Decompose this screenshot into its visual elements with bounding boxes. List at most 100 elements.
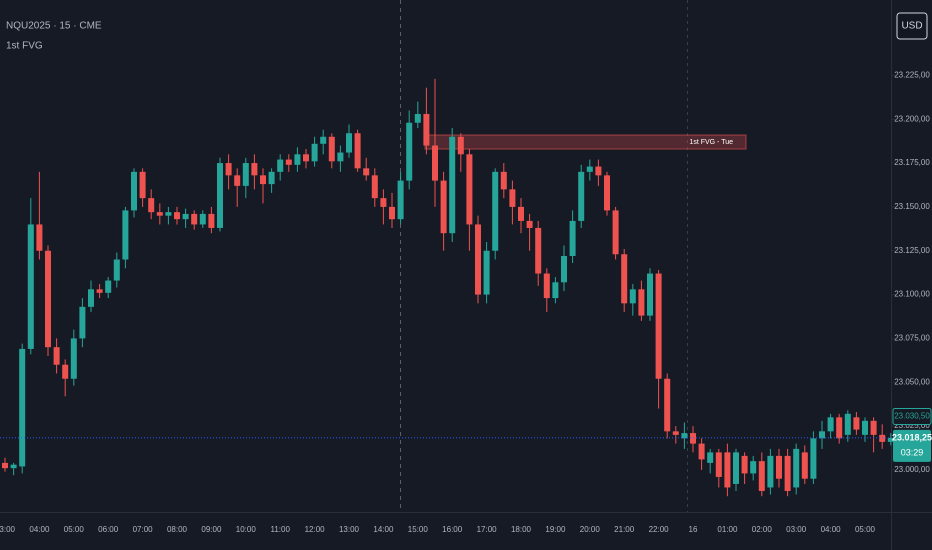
candle-body xyxy=(612,210,619,255)
candle-body xyxy=(543,273,550,299)
candle-body xyxy=(251,163,258,176)
candle-body xyxy=(260,175,266,185)
candle-body xyxy=(397,180,404,220)
last-price-label: 23.018,25 xyxy=(892,432,932,442)
candle-body xyxy=(595,166,602,176)
x-tick-label: 07:00 xyxy=(133,525,154,534)
plot-area: 1st FVG - Tue xyxy=(2,78,894,497)
candle-body xyxy=(638,289,645,316)
candle-body xyxy=(96,289,103,293)
candle-body xyxy=(53,347,60,365)
candle-body xyxy=(380,198,387,207)
x-tick-label: 13:00 xyxy=(339,525,360,534)
candle-body xyxy=(62,364,69,379)
candle-body xyxy=(552,282,559,299)
candle-body xyxy=(836,417,843,439)
candle-body xyxy=(801,452,808,479)
x-tick-label: 22:00 xyxy=(649,525,670,534)
candle-body xyxy=(569,220,576,256)
y-tick-label: 23.050,00 xyxy=(894,377,930,386)
candle-body xyxy=(784,455,791,491)
x-tick-label: 14:00 xyxy=(373,525,394,534)
y-tick-label: 23.025,00 xyxy=(894,421,930,430)
candle-body xyxy=(862,420,868,435)
candle-body xyxy=(225,163,232,176)
y-tick-label: 23.075,00 xyxy=(894,334,930,343)
candle-body xyxy=(681,433,688,439)
candle-body xyxy=(707,452,714,463)
candle-body xyxy=(182,213,189,220)
candle-body xyxy=(303,154,309,162)
currency-button[interactable] xyxy=(896,12,928,40)
candle-body xyxy=(208,213,215,228)
x-tick-label: 20:00 xyxy=(580,525,601,534)
candle-body xyxy=(535,227,542,274)
candle-body xyxy=(70,338,77,379)
x-tick-label: 04:00 xyxy=(821,525,842,534)
x-tick-label: 19:00 xyxy=(545,525,566,534)
x-tick-label: 03:00 xyxy=(0,525,16,534)
candle-body xyxy=(311,143,318,162)
x-tick-label: 08:00 xyxy=(167,525,188,534)
candle-body xyxy=(79,306,86,339)
candle-body xyxy=(337,152,344,162)
candle-body xyxy=(191,213,198,225)
candle-body xyxy=(268,171,275,185)
candle-body xyxy=(724,452,731,488)
marker-price-badge xyxy=(892,407,932,425)
candle-body xyxy=(217,163,223,228)
candle-body xyxy=(36,224,43,251)
y-tick-label: 23.100,00 xyxy=(894,290,930,299)
x-tick-label: 05:00 xyxy=(855,525,876,534)
candle-body xyxy=(131,171,137,211)
candle-body xyxy=(423,113,430,146)
candle-body xyxy=(621,254,628,304)
candle-body xyxy=(492,171,499,251)
candle-body xyxy=(156,212,163,216)
candle-body xyxy=(122,210,129,260)
x-tick-label: 18:00 xyxy=(511,525,532,534)
y-tick-label: 23.225,00 xyxy=(894,71,930,80)
x-tick-label: 03:00 xyxy=(786,525,807,534)
candle-body xyxy=(655,273,662,379)
indicator-name: 1st FVG xyxy=(6,41,43,52)
candle-body xyxy=(664,378,671,432)
candle-body xyxy=(19,348,26,467)
candle-body xyxy=(406,122,413,181)
chart-title: NQU2025 · 15 · CME xyxy=(6,21,102,32)
x-tick-label: 01:00 xyxy=(717,525,738,534)
x-tick-label: 05:00 xyxy=(64,525,85,534)
candle-body xyxy=(148,198,155,213)
x-tick-label: 04:00 xyxy=(29,525,50,534)
x-tick-label: 06:00 xyxy=(98,525,119,534)
candle-body xyxy=(27,224,34,349)
candle-body xyxy=(277,159,284,172)
x-tick-label: 02:00 xyxy=(752,525,773,534)
candle-body xyxy=(698,443,705,460)
currency-label[interactable]: USD xyxy=(901,21,922,32)
x-tick-label: 09:00 xyxy=(201,525,222,534)
candle-body xyxy=(586,166,593,172)
candle-body xyxy=(750,461,757,474)
candle-body xyxy=(741,455,748,474)
candle-body xyxy=(475,224,481,295)
candle-body xyxy=(561,256,567,283)
candle-body xyxy=(45,250,51,348)
candle-body xyxy=(457,136,464,155)
candle-body xyxy=(440,180,447,234)
candle-body xyxy=(629,289,636,304)
candle-body xyxy=(672,431,679,435)
x-tick-label: 10:00 xyxy=(236,525,257,534)
candle-body xyxy=(604,175,610,211)
candle-body xyxy=(810,438,817,479)
candle-body xyxy=(432,145,438,181)
candle-body xyxy=(853,417,860,430)
candle-body xyxy=(414,113,421,123)
fvg-label: 1st FVG - Tue xyxy=(689,139,733,146)
y-tick-label: 23.175,00 xyxy=(894,158,930,167)
candle-body xyxy=(199,213,206,225)
candle-body xyxy=(88,289,94,307)
candle-body xyxy=(328,136,335,162)
